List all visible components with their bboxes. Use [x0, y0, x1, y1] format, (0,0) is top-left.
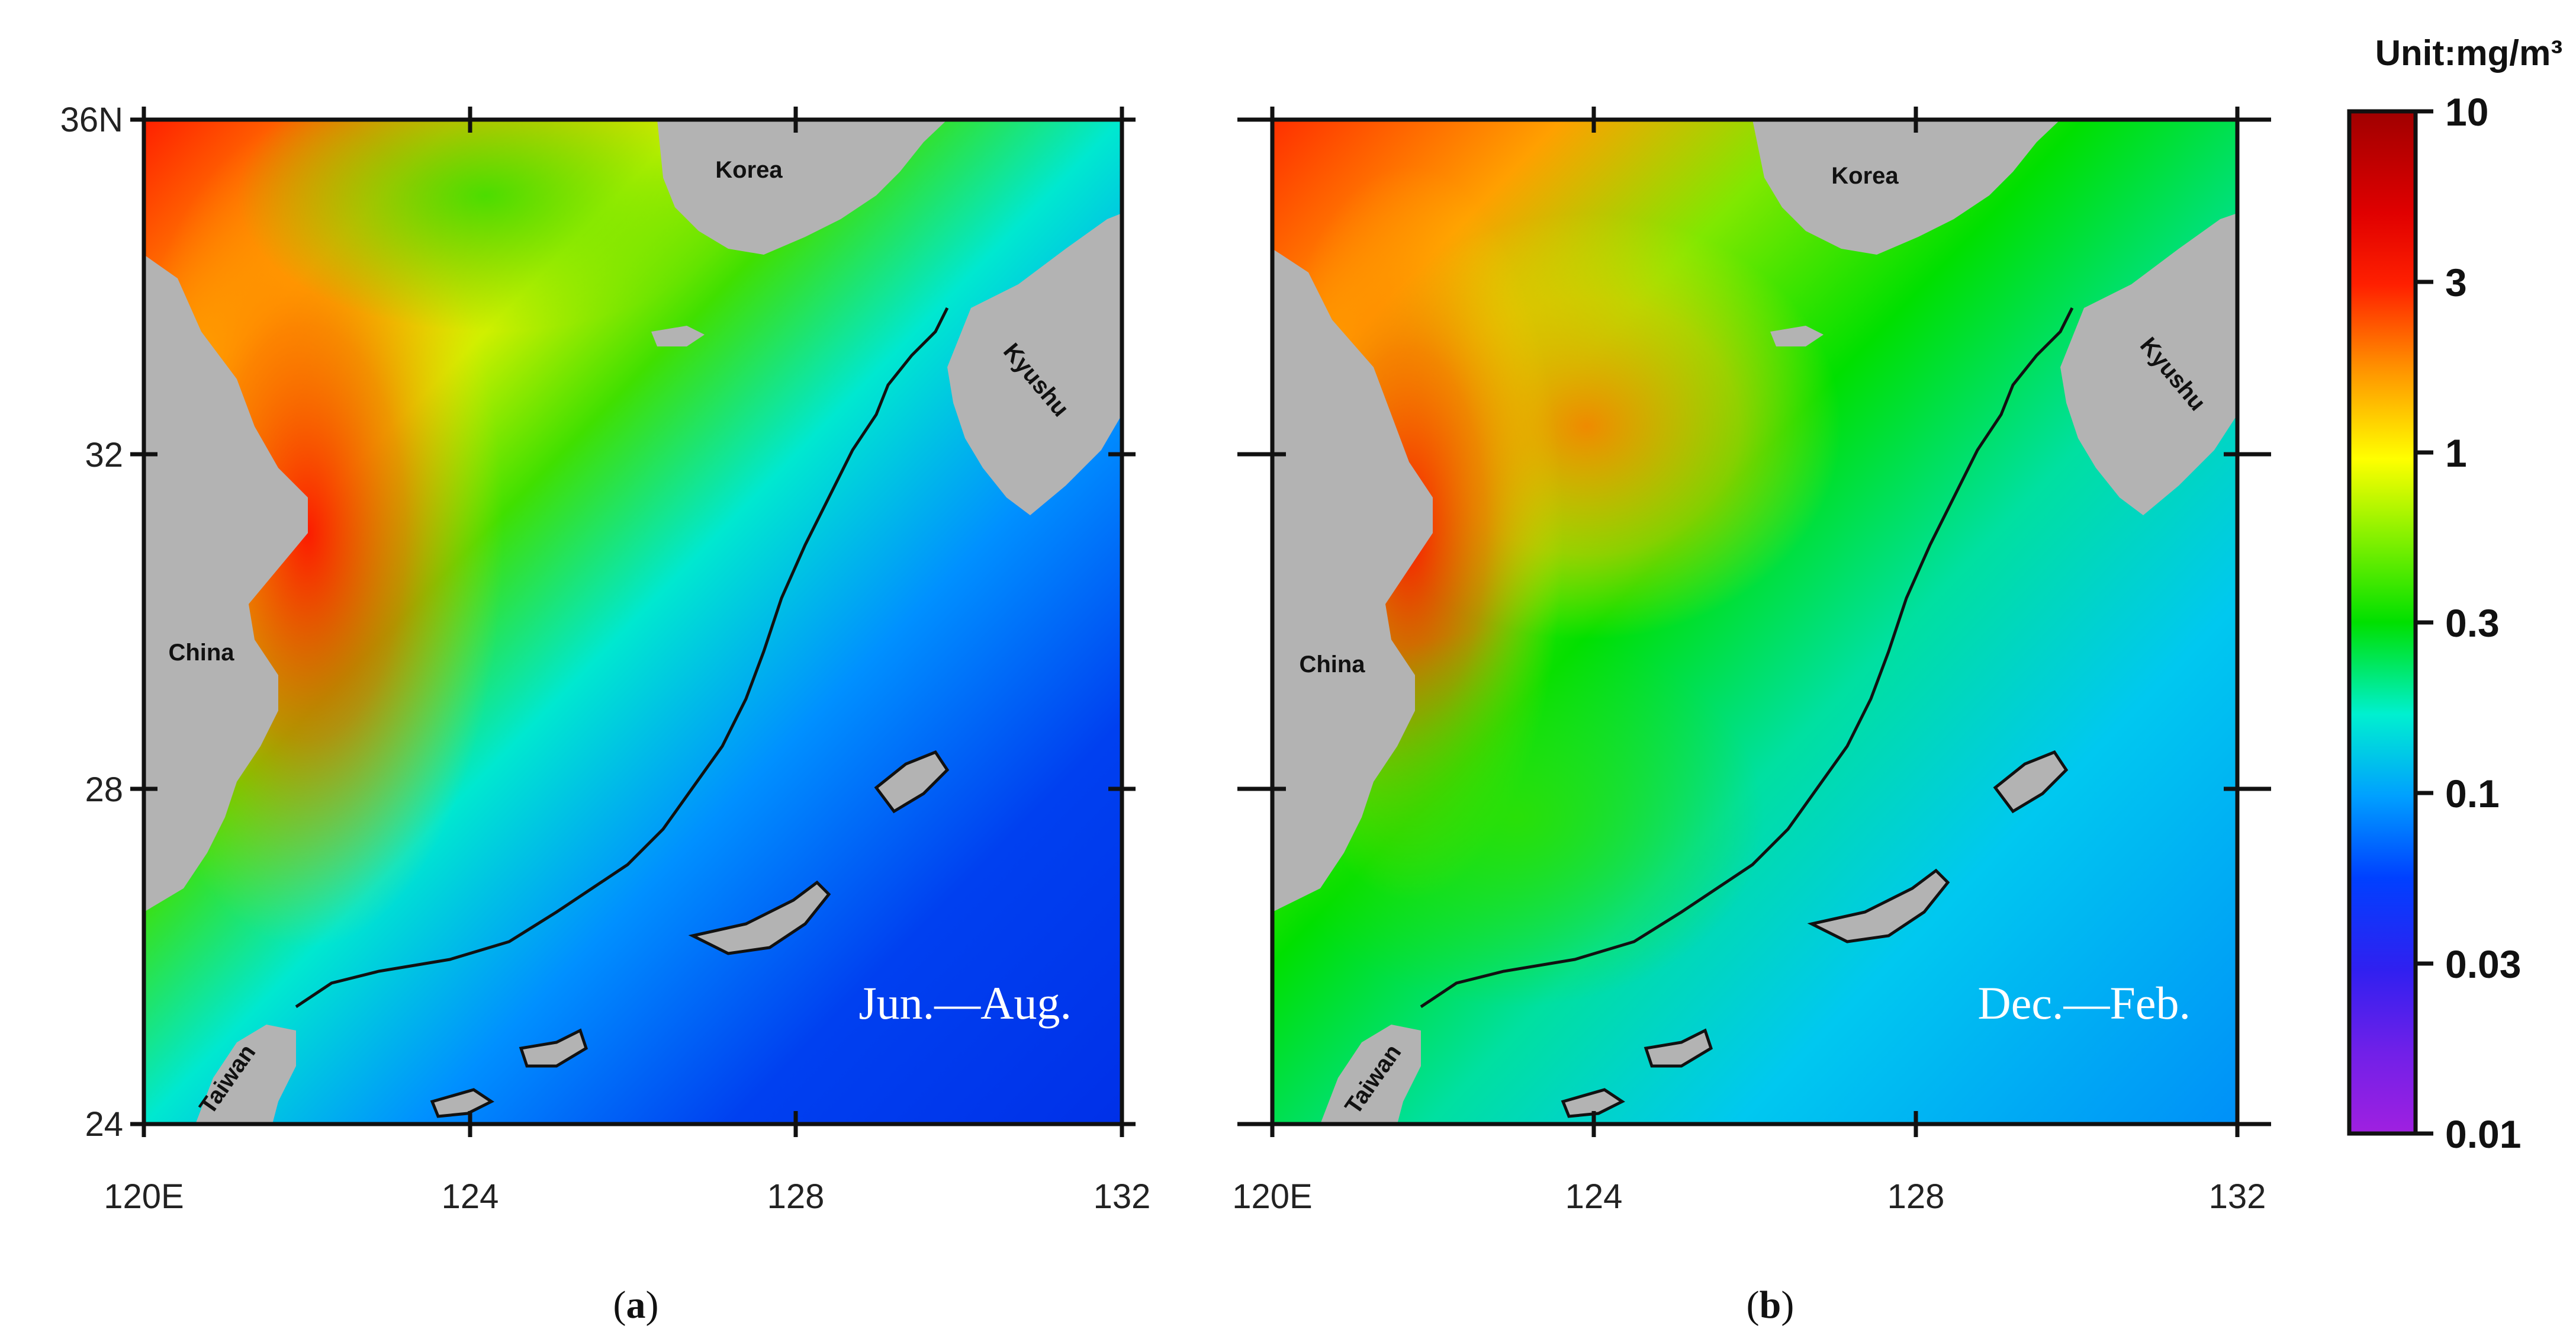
panel-caption-a: (a): [613, 1283, 659, 1327]
x-tick-128: 128: [1887, 1177, 1945, 1216]
x-tick-124: 124: [1565, 1177, 1623, 1216]
x-tick-132: 132: [1094, 1177, 1151, 1216]
china-land: [144, 255, 308, 912]
y-tick-32: 32: [85, 436, 123, 474]
map-panel-b: 120E 124 128 132 China Korea Kyushu Taiw…: [1232, 107, 2271, 1216]
colorbar-unit-label: Unit:mg/m³: [2375, 33, 2563, 73]
jeju-island: [1770, 326, 1824, 346]
map-panel-a: 120E 124 128 132 36N 32 28 24 China Kore…: [60, 101, 1151, 1216]
map-frame: [141, 117, 1124, 1126]
place-label-china: China: [168, 640, 234, 666]
ishigaki-island: [1561, 1088, 1625, 1118]
korea-land: [1752, 120, 2060, 255]
x-tick-132: 132: [2209, 1177, 2266, 1216]
kyushu-land: [2060, 213, 2237, 515]
okinawa-island: [688, 880, 831, 955]
china-land: [1272, 249, 1433, 912]
tick-marks: [130, 107, 1136, 1137]
tick-marks: [1237, 107, 2271, 1137]
colorbar: Unit:mg/m³ 10 3 1 0.3 0.1 0.03 0.01: [2347, 33, 2563, 1156]
colorbar-ticks: [2416, 109, 2433, 1136]
shelf-break-line: [295, 307, 949, 1009]
y-tick-28: 28: [85, 770, 123, 809]
shelf-break-line: [1420, 307, 2074, 1009]
y-tick-36: 36N: [60, 101, 123, 139]
map-frame: [1270, 117, 2240, 1126]
colorbar-tick-0-1: 0.1: [2445, 772, 2500, 816]
x-tick-120: 120E: [104, 1177, 184, 1216]
korea-land: [657, 120, 947, 255]
season-label: Dec.—Feb.: [1977, 977, 2191, 1029]
colorbar-tick-1: 1: [2445, 431, 2467, 475]
miyako-island: [519, 1028, 588, 1068]
okinawa-island: [1807, 868, 1950, 943]
kyushu-land: [947, 213, 1122, 515]
colorbar-tick-3: 3: [2445, 261, 2467, 304]
miyako-island: [1644, 1028, 1713, 1068]
place-label-china: China: [1299, 651, 1365, 678]
y-tick-24: 24: [85, 1105, 123, 1144]
colorbar-tick-10: 10: [2445, 90, 2488, 134]
x-tick-120: 120E: [1232, 1177, 1312, 1216]
amami-island: [874, 750, 950, 814]
taiwan-land: [195, 1025, 296, 1124]
panel-caption-b: (b): [1747, 1283, 1794, 1327]
colorbar-tick-0-3: 0.3: [2445, 601, 2500, 645]
place-label-korea: Korea: [1831, 163, 1899, 189]
colorbar-tick-0-01: 0.01: [2445, 1112, 2521, 1156]
colorbar-gradient: [2347, 109, 2418, 1136]
jeju-island: [651, 326, 705, 346]
green-patch: [237, 120, 734, 332]
amami-island: [1993, 750, 2069, 814]
place-label-korea: Korea: [715, 157, 783, 183]
ishigaki-island: [430, 1088, 494, 1118]
colorbar-tick-0-03: 0.03: [2445, 942, 2521, 986]
season-label: Jun.—Aug.: [858, 977, 1072, 1029]
x-tick-124: 124: [442, 1177, 499, 1216]
taiwan-land: [1320, 1025, 1421, 1124]
x-tick-128: 128: [767, 1177, 825, 1216]
